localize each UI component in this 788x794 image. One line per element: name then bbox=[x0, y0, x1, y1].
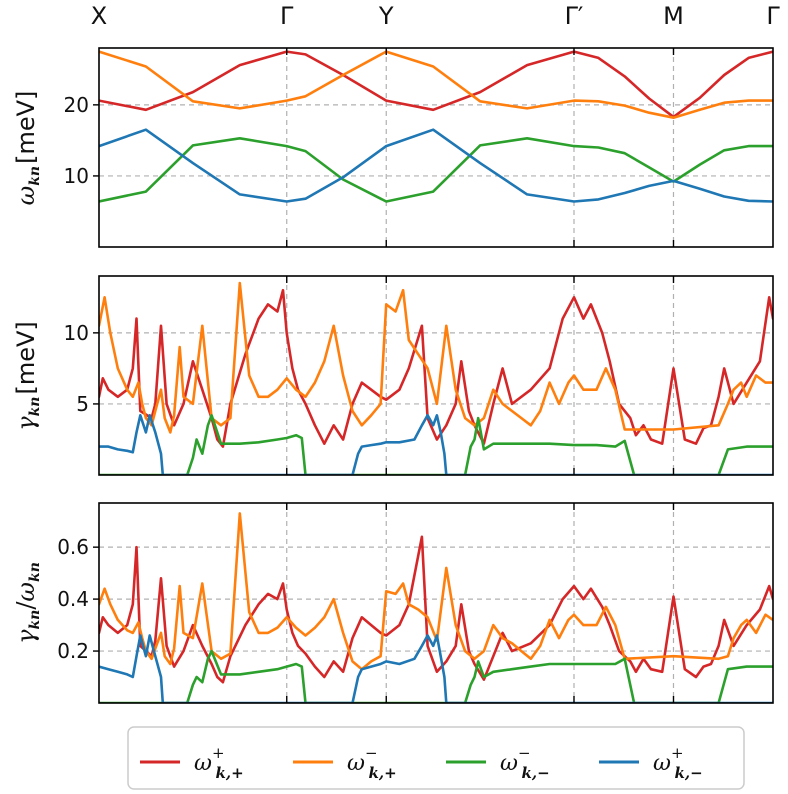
legend-label-wpp: ω+ k,+ bbox=[194, 744, 244, 782]
ylabel-ratio-base2: ω bbox=[12, 582, 40, 602]
kpoint-label: Y bbox=[378, 2, 394, 30]
panel-gamma: 5 10 γkn [meV] bbox=[12, 275, 774, 476]
y-tick-label: 0.4 bbox=[57, 587, 89, 611]
panel-omega: 10 20 ωkn[meV] bbox=[12, 47, 774, 248]
legend-items: ω+ k,+ ω− k,+ ω− k,− ω+ k,− bbox=[140, 744, 703, 782]
y-tick-label: 10 bbox=[64, 164, 89, 188]
lines-omega bbox=[99, 50, 773, 203]
legend-box bbox=[127, 726, 745, 790]
series-line-wpm bbox=[99, 414, 773, 475]
y-tick-label: 0.6 bbox=[57, 535, 89, 559]
legend-label-wmp: ω− k,+ bbox=[347, 744, 397, 782]
series-line-wpp bbox=[99, 50, 773, 119]
ylabel-omega-base: ω bbox=[12, 186, 40, 206]
panel-ratio: 0.20.40.6 γkn/ωkn bbox=[12, 502, 774, 704]
ylabel-ratio-sub2: kn bbox=[27, 562, 43, 582]
ylabel-gamma-sub: kn bbox=[27, 397, 43, 417]
legend-label-sub: k,+ bbox=[216, 764, 244, 782]
legend-label-sup: + bbox=[212, 744, 225, 762]
legend-label-base: ω bbox=[347, 751, 365, 776]
kpoint-labels: X Γ Y Γ′ M Γ bbox=[91, 2, 781, 30]
legend-label-sup: − bbox=[365, 744, 378, 762]
series-line-wpm bbox=[99, 128, 773, 203]
y-tick-label: 0.2 bbox=[57, 639, 89, 663]
series-line-wmp bbox=[99, 512, 773, 671]
legend-label-base: ω bbox=[500, 751, 518, 776]
legend-label-sub: k,− bbox=[675, 764, 703, 782]
ylabel-gamma-unit: [meV] bbox=[12, 321, 40, 394]
ticks-gamma: 5 10 bbox=[64, 276, 675, 475]
grid-omega bbox=[99, 48, 773, 247]
ylabel-omega: ωkn[meV] bbox=[12, 91, 43, 206]
ticks-ratio: 0.2 0.4 0.6 bbox=[57, 503, 675, 703]
lines-ratio bbox=[99, 512, 773, 703]
ylabel-gamma-base: γ bbox=[12, 416, 40, 431]
ylabel-omega-unit: [meV] bbox=[12, 91, 40, 164]
axes-frame-ratio bbox=[98, 502, 774, 704]
series-line-wmm bbox=[99, 414, 773, 475]
legend-label-wpm: ω+ k,− bbox=[653, 744, 703, 782]
legend-label-base: ω bbox=[194, 751, 212, 776]
kpoint-label: M bbox=[663, 2, 684, 30]
y-tick-label: 10 bbox=[64, 321, 89, 345]
legend-label-sup: + bbox=[671, 744, 684, 762]
legend-label-base: ω bbox=[653, 751, 671, 776]
legend-label-sub: k,+ bbox=[369, 764, 397, 782]
legend-label-sub: k,− bbox=[522, 764, 550, 782]
legend: ω+ k,+ ω− k,+ ω− k,− ω+ k,− bbox=[127, 726, 745, 790]
kpoint-label: Γ bbox=[280, 2, 294, 30]
series-line-wpp bbox=[99, 288, 773, 448]
ylabel-omega-sub: kn bbox=[27, 166, 43, 186]
ylabel-ratio: γkn/ωkn bbox=[12, 562, 43, 644]
series-line-wpp bbox=[99, 535, 773, 684]
ylabel-ratio-sub: kn bbox=[27, 610, 43, 630]
kpoint-label: X bbox=[91, 2, 107, 30]
series-line-wmp bbox=[99, 281, 773, 434]
axes-frame-gamma bbox=[98, 275, 774, 476]
kpoint-label: Γ bbox=[766, 2, 780, 30]
ylabel-ratio-base: γ bbox=[12, 629, 40, 644]
series-line-wmm bbox=[99, 649, 773, 703]
y-tick-label: 5 bbox=[76, 392, 89, 416]
legend-label-wmm: ω− k,− bbox=[500, 744, 550, 782]
ticks-omega: 10 20 bbox=[64, 48, 675, 247]
ylabel-ratio-mid: / bbox=[12, 601, 40, 610]
legend-label-sup: − bbox=[518, 744, 531, 762]
series-line-wpm bbox=[99, 634, 773, 703]
kpoint-label: Γ′ bbox=[565, 2, 584, 30]
lines-gamma bbox=[99, 281, 773, 475]
series-line-wmp bbox=[99, 50, 773, 119]
y-tick-label: 20 bbox=[64, 93, 89, 117]
series-line-wmm bbox=[99, 137, 773, 203]
ylabel-gamma: γkn [meV] bbox=[12, 321, 43, 431]
axes-frame-omega bbox=[98, 47, 774, 248]
